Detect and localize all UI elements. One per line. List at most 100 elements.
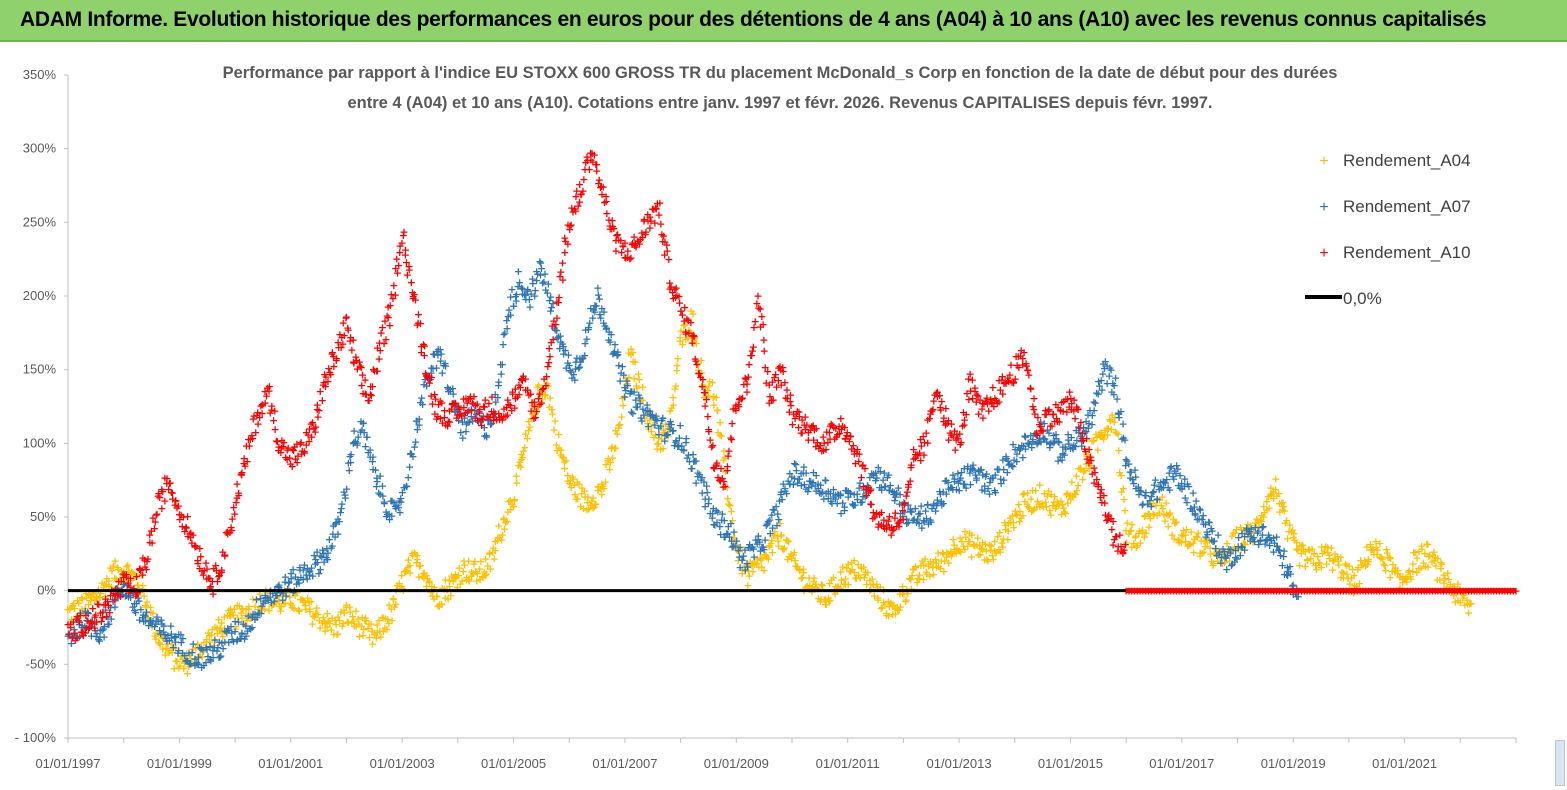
data-point: +	[1008, 510, 1017, 523]
data-point: +	[154, 636, 163, 649]
data-point: +	[644, 422, 653, 435]
data-point: +	[1040, 487, 1049, 500]
data-point: +	[218, 630, 227, 643]
data-point: +	[393, 579, 402, 592]
data-point: +	[621, 372, 630, 385]
data-point: +	[599, 305, 608, 318]
data-point: +	[379, 625, 388, 638]
data-point: +	[1107, 409, 1116, 422]
data-point: +	[577, 487, 586, 500]
data-point: +	[251, 609, 260, 622]
data-point: +	[183, 667, 192, 680]
data-point: +	[277, 600, 286, 613]
data-point: +	[1035, 478, 1044, 491]
data-point: +	[67, 613, 76, 626]
data-point: +	[1072, 469, 1081, 482]
data-point: +	[757, 552, 766, 565]
data-point: +	[1159, 508, 1168, 521]
data-point: +	[563, 474, 572, 487]
data-point: +	[1073, 403, 1082, 416]
data-point: +	[593, 484, 602, 497]
data-point: +	[1211, 547, 1220, 560]
data-point: +	[579, 502, 588, 515]
data-point: +	[905, 572, 914, 585]
data-point: +	[699, 391, 708, 404]
data-point: +	[723, 492, 732, 505]
data-point: +	[301, 599, 310, 612]
data-point: +	[1056, 494, 1065, 507]
data-point: +	[915, 573, 924, 586]
data-point: +	[547, 403, 556, 416]
data-point: +	[602, 195, 611, 208]
data-point: +	[315, 614, 324, 627]
data-point: +	[809, 571, 818, 584]
data-point: +	[503, 515, 512, 528]
data-point: +	[866, 484, 875, 497]
data-point: +	[1280, 544, 1289, 557]
data-point: +	[987, 539, 996, 552]
data-point: +	[319, 611, 328, 624]
data-point: +	[1120, 504, 1129, 517]
data-point: +	[970, 538, 979, 551]
data-point: +	[584, 503, 593, 516]
legend-marker-a07: +	[1319, 199, 1328, 216]
data-point: +	[1190, 532, 1199, 545]
data-point: +	[278, 588, 287, 601]
data-point: +	[829, 571, 838, 584]
data-point: +	[209, 639, 218, 652]
data-point: +	[141, 599, 150, 612]
data-point: +	[1199, 534, 1208, 547]
data-point: +	[263, 586, 272, 599]
data-point: +	[791, 559, 800, 572]
data-point: +	[233, 599, 242, 612]
data-point: +	[311, 608, 320, 621]
data-point: +	[430, 581, 439, 594]
data-point: +	[216, 622, 225, 635]
data-point: +	[799, 566, 808, 579]
data-point: +	[604, 452, 613, 465]
data-point: +	[787, 552, 796, 565]
data-point: +	[924, 560, 933, 573]
data-point: +	[243, 455, 252, 468]
data-point: +	[86, 594, 95, 607]
data-point: +	[937, 555, 946, 568]
data-point: +	[545, 350, 554, 363]
data-point: +	[844, 578, 853, 591]
data-point: +	[1183, 540, 1192, 553]
data-point: +	[909, 563, 918, 576]
data-point: +	[413, 549, 422, 562]
data-point: +	[368, 450, 377, 463]
data-point: +	[1006, 516, 1015, 529]
data-point: +	[880, 598, 889, 611]
data-point: +	[259, 597, 268, 610]
data-point: +	[333, 628, 342, 641]
data-point: +	[457, 574, 466, 587]
data-point: +	[690, 331, 699, 344]
data-point: +	[336, 605, 345, 618]
data-point: +	[647, 425, 656, 438]
data-point: +	[985, 538, 994, 551]
data-point: +	[133, 579, 142, 592]
data-point: +	[686, 316, 695, 329]
data-point: +	[114, 563, 123, 576]
data-point: +	[639, 408, 648, 421]
data-point: +	[667, 401, 676, 414]
x-tick-label: 01/01/2005	[481, 756, 546, 771]
data-point: +	[390, 600, 399, 613]
data-point: +	[580, 485, 589, 498]
data-point: +	[487, 391, 496, 404]
legend-label-a10: Rendement_A10	[1343, 243, 1471, 262]
data-point: +	[265, 380, 274, 393]
data-point: +	[493, 534, 502, 547]
data-point: +	[156, 638, 165, 651]
data-point: +	[408, 547, 417, 560]
data-point: +	[1089, 435, 1098, 448]
data-point: +	[191, 641, 200, 654]
data-point: +	[709, 398, 718, 411]
data-point: +	[727, 417, 736, 430]
data-point: +	[396, 582, 405, 595]
data-point: +	[698, 373, 707, 386]
data-point: +	[237, 611, 246, 624]
data-point: +	[84, 588, 93, 601]
data-point: +	[130, 571, 139, 584]
